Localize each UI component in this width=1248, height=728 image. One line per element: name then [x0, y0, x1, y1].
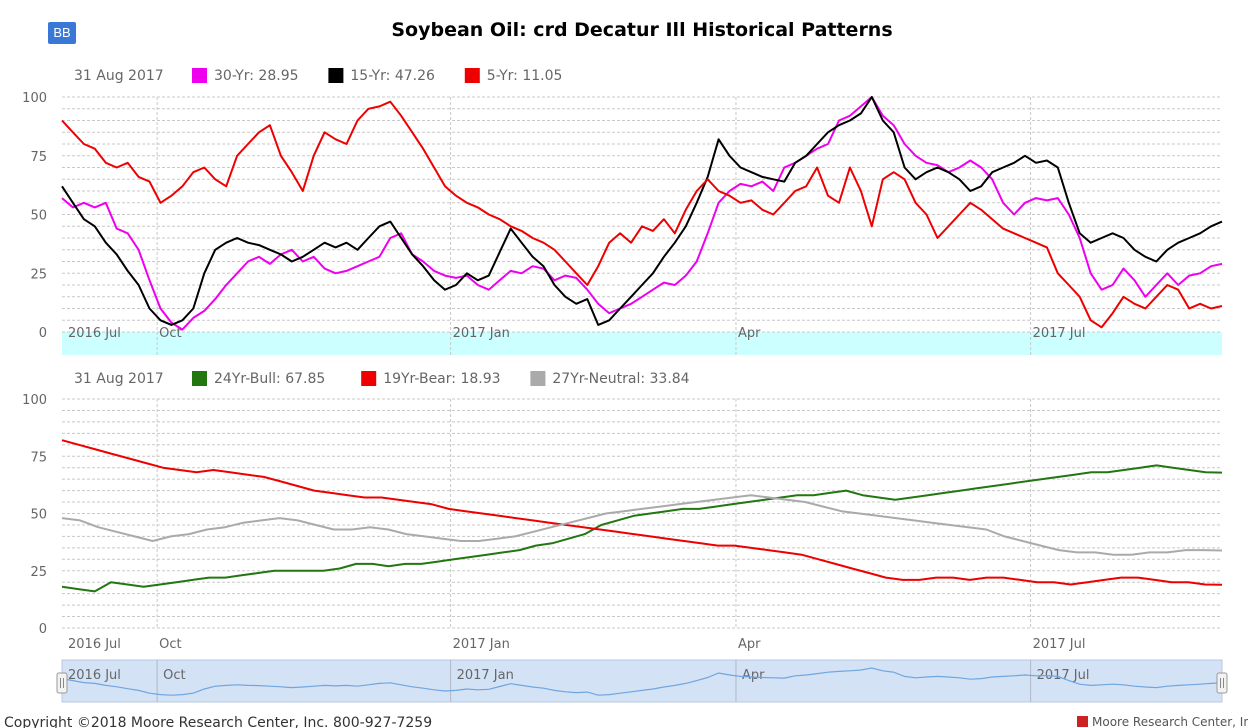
legend-date: 31 Aug 2017 — [74, 68, 164, 84]
copyright-text: Copyright ©2018 Moore Research Center, I… — [4, 715, 432, 728]
navigator-label: Apr — [742, 668, 765, 683]
y-tick-label: 75 — [30, 450, 47, 465]
series-line-27yr-neutral — [61, 494, 1223, 556]
x-tick-label: 2017 Jan — [453, 637, 510, 652]
chart-title: Soybean Oil: crd Decatur Ill Historical … — [391, 19, 892, 41]
x-tick-label: Oct — [159, 326, 181, 341]
navigator-handle-right[interactable] — [1216, 672, 1228, 694]
navigator-label: 2017 Jul — [1037, 668, 1090, 683]
y-tick-label: 25 — [30, 267, 47, 282]
brand-logo: Moore Research Center, Inc. — [1077, 715, 1248, 728]
navigator[interactable]: 2016 Jul Oct 2017 Jan Apr 2017 Jul — [56, 659, 1228, 703]
legend-swatch-15-yr[interactable] — [328, 68, 344, 83]
y-tick-label: 75 — [30, 150, 47, 165]
series-line-15-yr — [61, 96, 1223, 326]
legend-label-24yr-bull[interactable]: 24Yr-Bull: 67.85 — [214, 371, 325, 387]
x-tick-label: Oct — [159, 637, 181, 652]
legend-swatch-24yr-bull[interactable] — [192, 371, 207, 386]
series-line-5-yr — [61, 100, 1223, 329]
bb-button[interactable]: BB — [48, 22, 76, 44]
legend-label-19yr-bear[interactable]: 19Yr-Bear: 18.93 — [383, 371, 500, 387]
navigator-line — [61, 667, 1223, 696]
x-tick-label: 2016 Jul — [68, 326, 121, 341]
upper-chart: 0 25 50 75 100 2016 Jul Oct 2017 Jan Apr 2017 Jul… — [22, 68, 1223, 355]
brand-logo-icon — [1077, 716, 1088, 727]
y-tick-label: 0 — [39, 622, 47, 637]
series-line-30-yr — [61, 96, 1223, 331]
navigator-label: 2017 Jan — [457, 668, 514, 683]
series-line-24yr-bull — [61, 464, 1223, 593]
legend-label-30-yr[interactable]: 30-Yr: 28.95 — [214, 68, 299, 84]
x-tick-label: Apr — [738, 637, 761, 652]
y-tick-label: 50 — [30, 508, 47, 523]
legend-swatch-30-yr[interactable] — [192, 68, 207, 83]
x-tick-label: 2017 Jul — [1033, 326, 1086, 341]
navigator-window[interactable] — [61, 659, 1223, 703]
x-tick-label: 2017 Jul — [1033, 637, 1086, 652]
navigator-label: 2016 Jul — [68, 668, 121, 683]
x-tick-label: 2017 Jan — [453, 326, 510, 341]
y-tick-label: 25 — [30, 565, 47, 580]
zero-band — [62, 332, 1222, 355]
series-line-19yr-bear — [61, 439, 1223, 586]
x-tick-label: Apr — [738, 326, 761, 341]
x-tick-label: 2016 Jul — [68, 637, 121, 652]
legend-date: 31 Aug 2017 — [74, 371, 164, 387]
navigator-handle-left[interactable] — [56, 672, 68, 694]
legend-swatch-5-yr[interactable] — [464, 68, 480, 83]
y-tick-label: 0 — [39, 326, 47, 341]
legend-label-15-yr[interactable]: 15-Yr: 47.26 — [350, 68, 435, 84]
lower-chart: 0 25 50 75 100 2016 Jul Oct 2017 Jan Apr 2017 Jul… — [22, 371, 1223, 652]
y-tick-label: 50 — [30, 209, 47, 224]
legend-swatch-27yr-neutral[interactable] — [530, 371, 546, 386]
brand-text: Moore Research Center, Inc. — [1092, 715, 1248, 728]
y-tick-label: 100 — [22, 393, 47, 408]
navigator-label: Oct — [163, 668, 185, 683]
legend-label-27yr-neutral[interactable]: 27Yr-Neutral: 33.84 — [552, 371, 689, 387]
legend-label-5-yr[interactable]: 5-Yr: 11.05 — [487, 68, 563, 84]
legend-swatch-19yr-bear[interactable] — [361, 371, 377, 386]
y-tick-label: 100 — [22, 91, 47, 106]
